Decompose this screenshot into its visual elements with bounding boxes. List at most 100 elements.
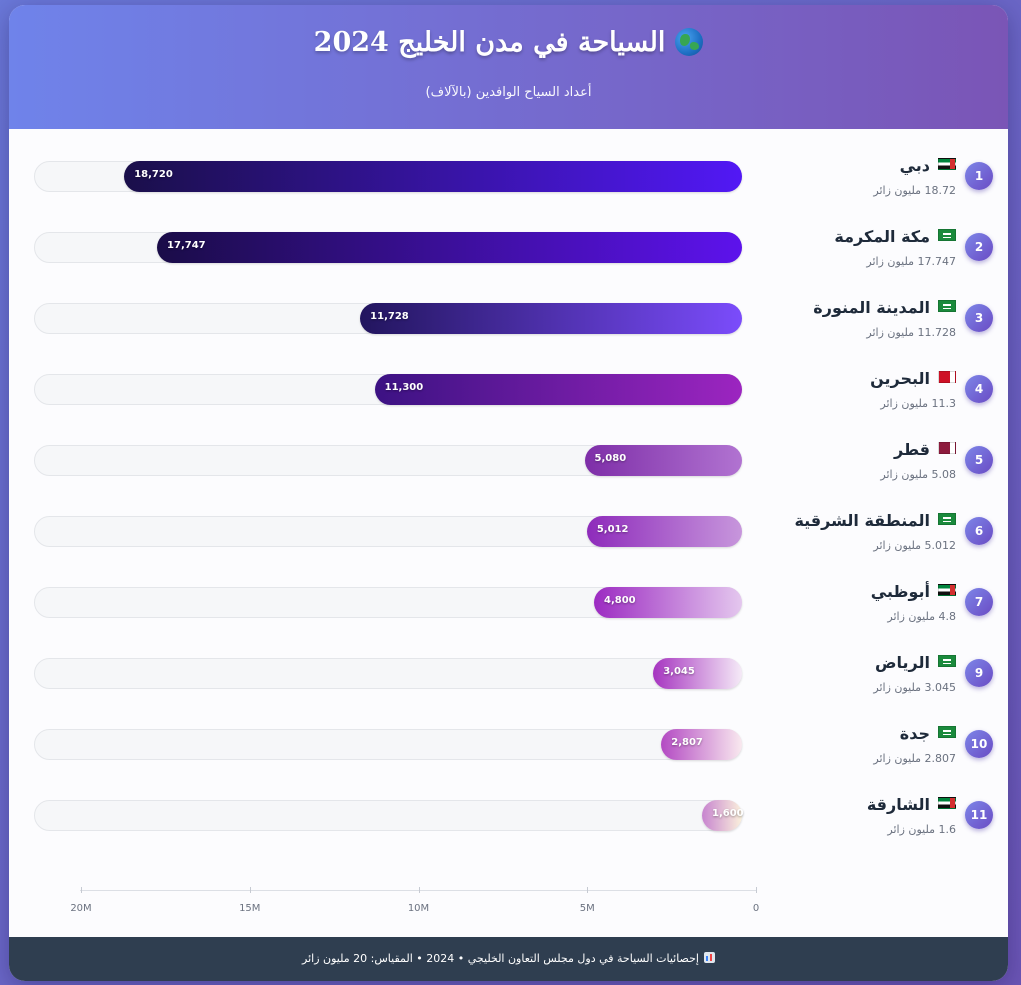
x-tick xyxy=(81,887,82,893)
visitors-count: 5.08 مليون زائر xyxy=(880,468,956,481)
bar: 17,747 xyxy=(157,232,742,263)
chart-title-text: السياحة في مدن الخليج 2024 xyxy=(313,27,666,58)
bar-track xyxy=(34,800,742,831)
bar-value-label: 5,080 xyxy=(594,453,627,464)
x-tick-label: 20M xyxy=(70,903,92,914)
visitors-count: 5.012 مليون زائر xyxy=(873,539,956,552)
bar: 2,807 xyxy=(661,729,742,760)
bar-value-label: 17,747 xyxy=(167,240,206,251)
rank-badge: 7 xyxy=(965,588,993,616)
city-name: أبوظبي xyxy=(870,582,930,601)
visitors-count: 1.6 مليون زائر xyxy=(887,823,956,836)
bar-chart-icon xyxy=(703,952,715,963)
rank-badge: 1 xyxy=(965,162,993,190)
x-tick xyxy=(756,887,757,893)
chart-footer: إحصائيات السياحة في دول مجلس التعاون الخ… xyxy=(9,937,1008,981)
city-name-line: الرياض xyxy=(746,653,956,675)
bar: 11,728 xyxy=(360,303,742,334)
visitors-count: 4.8 مليون زائر xyxy=(887,610,956,623)
visitors-count: 18.72 مليون زائر xyxy=(873,184,956,197)
city-info: جدة 2.807 مليون زائر xyxy=(746,724,956,765)
city-name-line: الشارقة xyxy=(746,795,956,817)
bar-value-label: 1,600 xyxy=(712,808,744,819)
visitors-count: 2.807 مليون زائر xyxy=(873,752,956,765)
city-info: أبوظبي 4.8 مليون زائر xyxy=(746,582,956,623)
x-tick xyxy=(418,887,420,893)
city-info: دبي 18.72 مليون زائر xyxy=(746,156,956,197)
chart-subtitle: أعداد السياح الوافدين (بالآلاف) xyxy=(425,85,592,100)
city-name: الشارقة xyxy=(866,795,930,814)
city-info: البحرين 11.3 مليون زائر xyxy=(746,369,956,410)
bar-track xyxy=(34,729,742,760)
flag-sa-icon xyxy=(938,655,956,667)
x-tick-label: 10M xyxy=(407,903,430,914)
x-tick xyxy=(249,887,251,893)
bar: 11,300 xyxy=(374,374,742,405)
bar: 1,600 xyxy=(702,800,744,831)
bar-track xyxy=(34,658,742,689)
globe-icon xyxy=(675,28,704,56)
visitors-count: 11.728 مليون زائر xyxy=(866,326,956,339)
rank-badge: 5 xyxy=(965,446,993,474)
city-name-line: قطر xyxy=(746,440,956,462)
flag-qa-icon xyxy=(938,442,956,454)
x-tick-label: 15M xyxy=(239,903,261,914)
city-info: قطر 5.08 مليون زائر xyxy=(746,440,956,481)
bar-value-label: 3,045 xyxy=(663,666,695,677)
flag-sa-icon xyxy=(938,726,956,738)
rank-badge: 3 xyxy=(965,304,993,332)
city-info: المدينة المنورة 11.728 مليون زائر xyxy=(746,298,956,339)
rank-badge: 10 xyxy=(965,730,993,758)
chart-title: السياحة في مدن الخليج 2024 xyxy=(9,27,1008,58)
city-name-line: المدينة المنورة xyxy=(746,298,956,320)
bar-value-label: 11,300 xyxy=(384,382,424,393)
visitors-count: 11.3 مليون زائر xyxy=(880,397,956,410)
city-name: دبي xyxy=(899,156,930,175)
city-info: مكة المكرمة 17.747 مليون زائر xyxy=(746,227,956,268)
city-name-line: جدة xyxy=(746,724,956,746)
footer-text: إحصائيات السياحة في دول مجلس التعاون الخ… xyxy=(302,952,699,965)
x-axis-line xyxy=(80,890,756,891)
city-name: جدة xyxy=(899,724,930,743)
city-info: الرياض 3.045 مليون زائر xyxy=(746,653,956,694)
rank-badge: 11 xyxy=(965,801,993,829)
flag-ae-icon xyxy=(938,797,956,809)
chart-card: السياحة في مدن الخليج 2024 أعداد السياح … xyxy=(9,5,1008,981)
visitors-count: 3.045 مليون زائر xyxy=(873,681,956,694)
city-name: المنطقة الشرقية xyxy=(794,511,930,530)
visitors-count: 17.747 مليون زائر xyxy=(866,255,956,268)
x-tick-label: 5M xyxy=(579,903,595,914)
bar-value-label: 5,012 xyxy=(596,524,629,535)
bar-value-label: 18,720 xyxy=(134,169,173,180)
city-name-line: أبوظبي xyxy=(746,582,956,604)
bar: 5,012 xyxy=(586,516,742,547)
bar: 4,800 xyxy=(594,587,742,618)
bar-value-label: 2,807 xyxy=(671,737,703,748)
flag-sa-icon xyxy=(938,229,956,241)
flag-sa-icon xyxy=(938,300,956,312)
bar-value-label: 11,728 xyxy=(370,311,409,322)
city-name-line: البحرين xyxy=(746,369,956,391)
flag-ae-icon xyxy=(938,584,956,596)
city-info: المنطقة الشرقية 5.012 مليون زائر xyxy=(746,511,956,552)
bar: 18,720 xyxy=(124,161,742,192)
flag-sa-icon xyxy=(938,513,956,525)
bar-value-label: 4,800 xyxy=(604,595,636,606)
x-tick-label: 0 xyxy=(752,903,760,914)
chart-header: السياحة في مدن الخليج 2024 أعداد السياح … xyxy=(9,5,1008,129)
city-name: الرياض xyxy=(875,653,930,672)
bar: 5,080 xyxy=(584,445,742,476)
rank-badge: 6 xyxy=(965,517,993,545)
rank-badge: 2 xyxy=(965,233,993,261)
flag-bh-icon xyxy=(938,371,956,383)
bar: 3,045 xyxy=(653,658,742,689)
city-name-line: مكة المكرمة xyxy=(746,227,956,249)
x-tick xyxy=(587,887,589,893)
city-name-line: دبي xyxy=(746,156,956,178)
city-name-line: المنطقة الشرقية xyxy=(746,511,956,533)
city-name: قطر xyxy=(893,440,930,459)
city-name: المدينة المنورة xyxy=(813,298,930,317)
plot-area: 18,720 دبي 18.72 مليون زائر 1 17,747 مكة المك… xyxy=(9,129,1008,937)
city-name: مكة المكرمة xyxy=(834,227,930,246)
flag-ae-icon xyxy=(938,158,956,170)
